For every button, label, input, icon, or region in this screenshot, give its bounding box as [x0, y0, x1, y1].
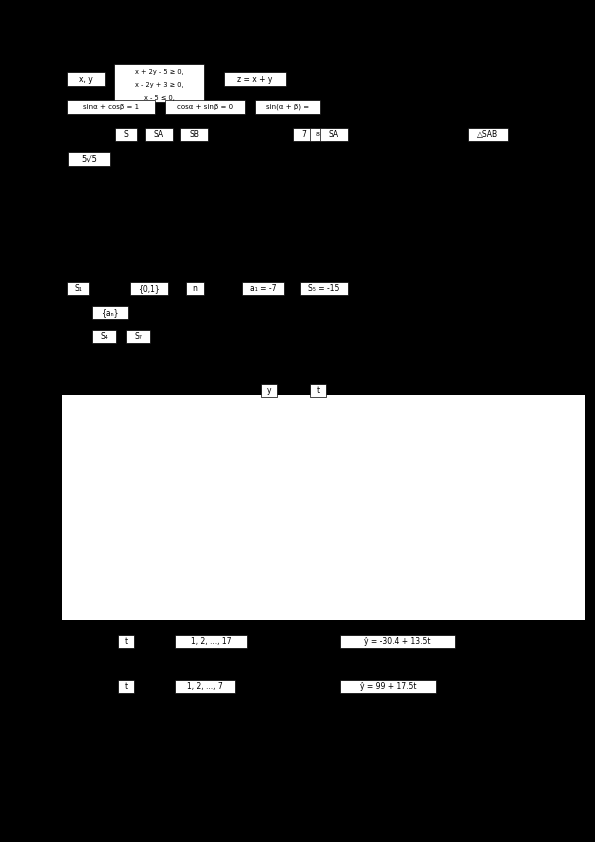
- Text: S₇: S₇: [134, 332, 142, 341]
- Text: S₅ = -15: S₅ = -15: [308, 284, 340, 293]
- Text: 171: 171: [471, 463, 483, 468]
- Text: a₁ = -7: a₁ = -7: [250, 284, 276, 293]
- Text: 184: 184: [499, 454, 511, 459]
- Text: 11: 11: [113, 583, 121, 588]
- Text: 53: 53: [332, 552, 340, 557]
- Text: 25: 25: [163, 573, 171, 578]
- Text: x + 2y - 5 ≥ 0,: x + 2y - 5 ≥ 0,: [134, 69, 183, 75]
- Text: S₁: S₁: [74, 284, 82, 293]
- Text: x, y: x, y: [79, 74, 93, 83]
- Text: {aₙ}: {aₙ}: [101, 308, 119, 317]
- Text: y: y: [267, 386, 271, 395]
- Text: 129: 129: [414, 495, 426, 499]
- Text: ŷ = -30.4 + 13.5t: ŷ = -30.4 + 13.5t: [364, 637, 431, 646]
- Text: 148: 148: [443, 481, 454, 486]
- Text: x - 5 ≤ 0,: x - 5 ≤ 0,: [143, 95, 174, 101]
- Text: △SAB: △SAB: [477, 130, 499, 139]
- Text: 42: 42: [275, 560, 283, 564]
- Text: 投稿数: 投稿数: [96, 401, 109, 408]
- Text: 37: 37: [219, 563, 227, 568]
- Text: t: t: [124, 682, 127, 691]
- Text: 35: 35: [191, 565, 199, 570]
- Text: 56: 56: [360, 549, 368, 554]
- Text: SA: SA: [154, 130, 164, 139]
- Text: t: t: [317, 386, 320, 395]
- Text: cosα + sinβ = 0: cosα + sinβ = 0: [177, 104, 233, 110]
- Text: sinα + cosβ = 1: sinα + cosβ = 1: [83, 104, 139, 110]
- Text: n: n: [193, 284, 198, 293]
- Text: 年份: 年份: [575, 626, 584, 632]
- Text: z = x + y: z = x + y: [237, 74, 273, 83]
- Text: 220: 220: [563, 427, 575, 432]
- Text: ŷ = 99 + 17.5t: ŷ = 99 + 17.5t: [360, 682, 416, 691]
- Text: sin(α + β) =: sin(α + β) =: [266, 104, 309, 110]
- Text: 41: 41: [303, 560, 311, 565]
- Text: SA: SA: [329, 130, 339, 139]
- Text: 19: 19: [134, 577, 143, 582]
- Text: x - 2y + 3 ≥ 0,: x - 2y + 3 ≥ 0,: [134, 82, 183, 88]
- Text: 7: 7: [302, 130, 306, 139]
- Text: S₄: S₄: [100, 332, 108, 341]
- Text: 209: 209: [527, 435, 538, 440]
- Text: 5√5: 5√5: [81, 154, 97, 163]
- Text: 42: 42: [247, 560, 255, 564]
- Text: 1, 2, ..., 17: 1, 2, ..., 17: [191, 637, 231, 646]
- Text: SB: SB: [189, 130, 199, 139]
- Text: t: t: [124, 637, 127, 646]
- Text: 8: 8: [316, 132, 320, 137]
- Text: {0,1}: {0,1}: [138, 284, 160, 293]
- Text: 1, 2, ..., 7: 1, 2, ..., 7: [187, 682, 223, 691]
- Text: 122: 122: [386, 500, 398, 505]
- Text: S: S: [124, 130, 129, 139]
